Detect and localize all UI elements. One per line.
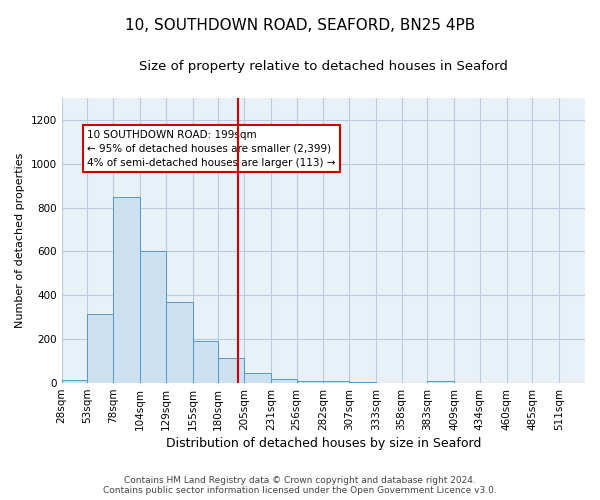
Bar	[166, 302, 193, 383]
Bar	[193, 342, 218, 383]
Title: Size of property relative to detached houses in Seaford: Size of property relative to detached ho…	[139, 60, 508, 73]
Bar	[244, 373, 271, 383]
Bar	[427, 381, 454, 383]
Text: 10, SOUTHDOWN ROAD, SEAFORD, BN25 4PB: 10, SOUTHDOWN ROAD, SEAFORD, BN25 4PB	[125, 18, 475, 32]
Bar	[62, 380, 88, 383]
Bar	[113, 196, 140, 383]
Text: Contains HM Land Registry data © Crown copyright and database right 2024.
Contai: Contains HM Land Registry data © Crown c…	[103, 476, 497, 495]
Bar	[296, 381, 323, 383]
Bar	[218, 358, 244, 383]
Bar	[88, 314, 113, 383]
Bar	[271, 378, 296, 383]
Text: 10 SOUTHDOWN ROAD: 199sqm
← 95% of detached houses are smaller (2,399)
4% of sem: 10 SOUTHDOWN ROAD: 199sqm ← 95% of detac…	[88, 130, 336, 168]
Bar	[323, 381, 349, 383]
Bar	[140, 252, 166, 383]
Y-axis label: Number of detached properties: Number of detached properties	[15, 152, 25, 328]
X-axis label: Distribution of detached houses by size in Seaford: Distribution of detached houses by size …	[166, 437, 481, 450]
Bar	[349, 382, 376, 383]
